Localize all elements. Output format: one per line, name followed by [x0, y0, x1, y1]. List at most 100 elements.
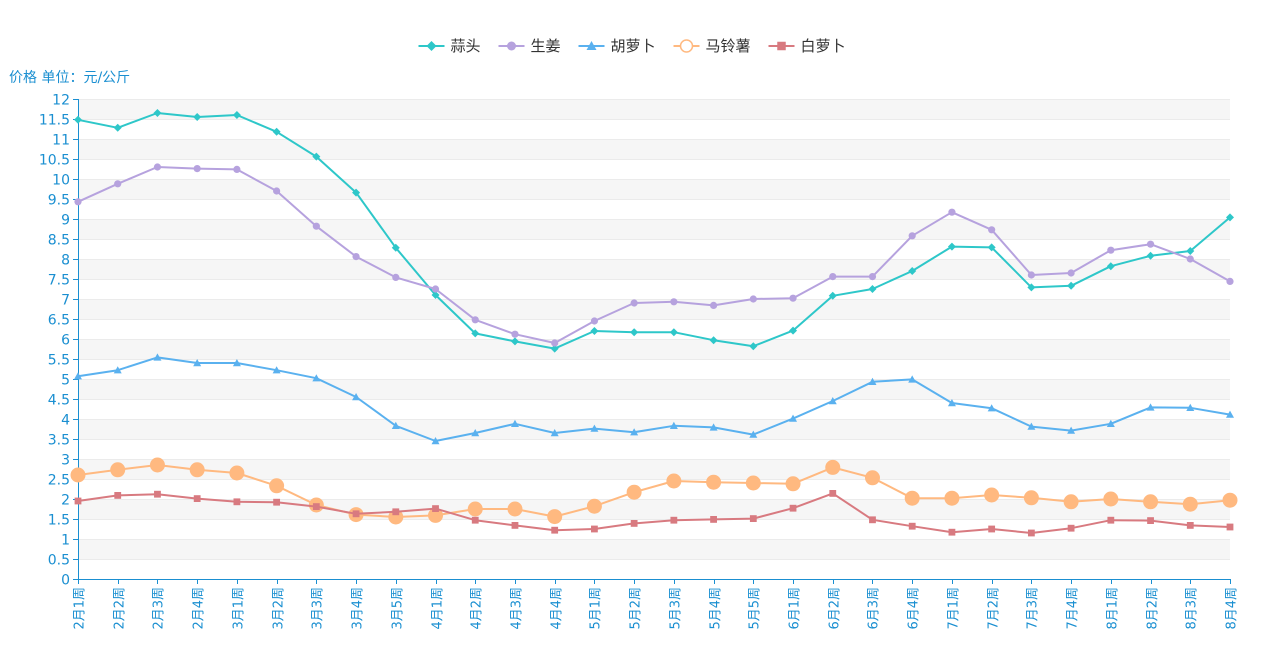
data-point[interactable]: [828, 397, 837, 405]
data-point[interactable]: [510, 337, 519, 346]
data-point[interactable]: [510, 419, 519, 427]
data-point[interactable]: [547, 509, 563, 525]
data-point[interactable]: [467, 501, 483, 517]
legend-item-5[interactable]: 白萝卜: [768, 37, 846, 55]
data-point[interactable]: [272, 366, 281, 374]
data-point[interactable]: [352, 393, 361, 401]
data-point[interactable]: [1063, 494, 1079, 510]
data-point[interactable]: [749, 295, 757, 303]
data-point[interactable]: [785, 476, 801, 492]
data-point[interactable]: [709, 423, 718, 431]
data-point[interactable]: [908, 267, 917, 275]
data-point[interactable]: [74, 198, 82, 206]
data-point[interactable]: [1146, 403, 1155, 411]
data-point[interactable]: [1186, 255, 1194, 263]
data-point[interactable]: [709, 336, 718, 345]
data-point[interactable]: [590, 327, 599, 335]
data-point[interactable]: [710, 516, 717, 523]
data-point[interactable]: [1067, 524, 1075, 532]
data-point[interactable]: [868, 273, 877, 281]
data-point[interactable]: [193, 165, 201, 173]
data-point[interactable]: [789, 414, 798, 422]
data-point[interactable]: [352, 253, 360, 261]
data-point[interactable]: [70, 467, 86, 483]
data-point[interactable]: [392, 273, 400, 281]
data-point[interactable]: [988, 226, 996, 234]
data-point[interactable]: [947, 242, 956, 251]
data-point[interactable]: [1027, 271, 1035, 279]
data-point[interactable]: [1186, 247, 1195, 255]
data-point[interactable]: [669, 421, 678, 429]
legend-item-4[interactable]: 马铃薯: [673, 37, 751, 55]
data-point[interactable]: [471, 516, 479, 524]
legend-item-3[interactable]: 胡萝卜: [578, 37, 656, 55]
data-point[interactable]: [471, 429, 480, 437]
data-point[interactable]: [1222, 492, 1238, 508]
data-point[interactable]: [74, 497, 82, 505]
data-point[interactable]: [229, 465, 245, 481]
data-point[interactable]: [272, 127, 281, 136]
data-point[interactable]: [193, 495, 201, 502]
data-point[interactable]: [1106, 262, 1115, 271]
data-point[interactable]: [789, 294, 797, 302]
data-point[interactable]: [154, 490, 161, 498]
data-point[interactable]: [232, 359, 241, 367]
data-point[interactable]: [507, 501, 523, 517]
data-point[interactable]: [1107, 246, 1115, 254]
data-point[interactable]: [1067, 426, 1076, 434]
data-point[interactable]: [312, 374, 321, 382]
data-point[interactable]: [745, 475, 761, 491]
data-point[interactable]: [312, 222, 320, 230]
data-point[interactable]: [626, 484, 642, 500]
data-point[interactable]: [670, 516, 678, 524]
data-point[interactable]: [706, 474, 722, 490]
data-point[interactable]: [193, 359, 202, 367]
data-point[interactable]: [471, 329, 480, 338]
data-point[interactable]: [1146, 240, 1155, 248]
data-point[interactable]: [869, 516, 876, 524]
data-point[interactable]: [868, 285, 877, 293]
data-point[interactable]: [551, 339, 559, 347]
data-point[interactable]: [630, 299, 638, 307]
data-point[interactable]: [984, 487, 1000, 503]
data-point[interactable]: [1226, 523, 1234, 531]
data-point[interactable]: [630, 328, 639, 337]
data-point[interactable]: [908, 232, 916, 240]
data-point[interactable]: [74, 372, 82, 380]
data-point[interactable]: [352, 510, 360, 518]
legend-item-2[interactable]: 生姜: [498, 37, 561, 55]
data-point[interactable]: [1027, 283, 1036, 292]
data-point[interactable]: [74, 115, 82, 124]
data-point[interactable]: [113, 123, 122, 132]
data-point[interactable]: [669, 328, 678, 337]
data-point[interactable]: [149, 457, 165, 473]
data-point[interactable]: [987, 243, 996, 252]
data-point[interactable]: [431, 437, 440, 445]
data-point[interactable]: [749, 430, 758, 438]
data-point[interactable]: [189, 462, 205, 478]
data-point[interactable]: [749, 515, 757, 522]
data-point[interactable]: [1226, 410, 1234, 418]
data-point[interactable]: [590, 424, 599, 432]
data-point[interactable]: [868, 377, 877, 385]
data-point[interactable]: [550, 429, 559, 437]
data-point[interactable]: [666, 473, 682, 489]
data-point[interactable]: [1147, 517, 1154, 524]
data-point[interactable]: [1226, 277, 1234, 285]
data-point[interactable]: [392, 508, 400, 516]
data-point[interactable]: [273, 498, 281, 506]
data-point[interactable]: [432, 505, 439, 512]
data-point[interactable]: [947, 399, 956, 407]
data-point[interactable]: [591, 525, 598, 533]
data-point[interactable]: [233, 498, 241, 506]
data-point[interactable]: [233, 165, 241, 173]
data-point[interactable]: [431, 291, 440, 299]
legend[interactable]: 蒜头 生姜 胡萝卜 马铃薯 白萝卜: [418, 37, 846, 55]
data-point[interactable]: [114, 492, 122, 499]
data-point[interactable]: [273, 187, 281, 195]
data-point[interactable]: [1106, 419, 1115, 427]
data-point[interactable]: [825, 459, 841, 475]
data-point[interactable]: [1023, 490, 1039, 506]
data-point[interactable]: [904, 490, 920, 506]
data-point[interactable]: [948, 528, 956, 536]
